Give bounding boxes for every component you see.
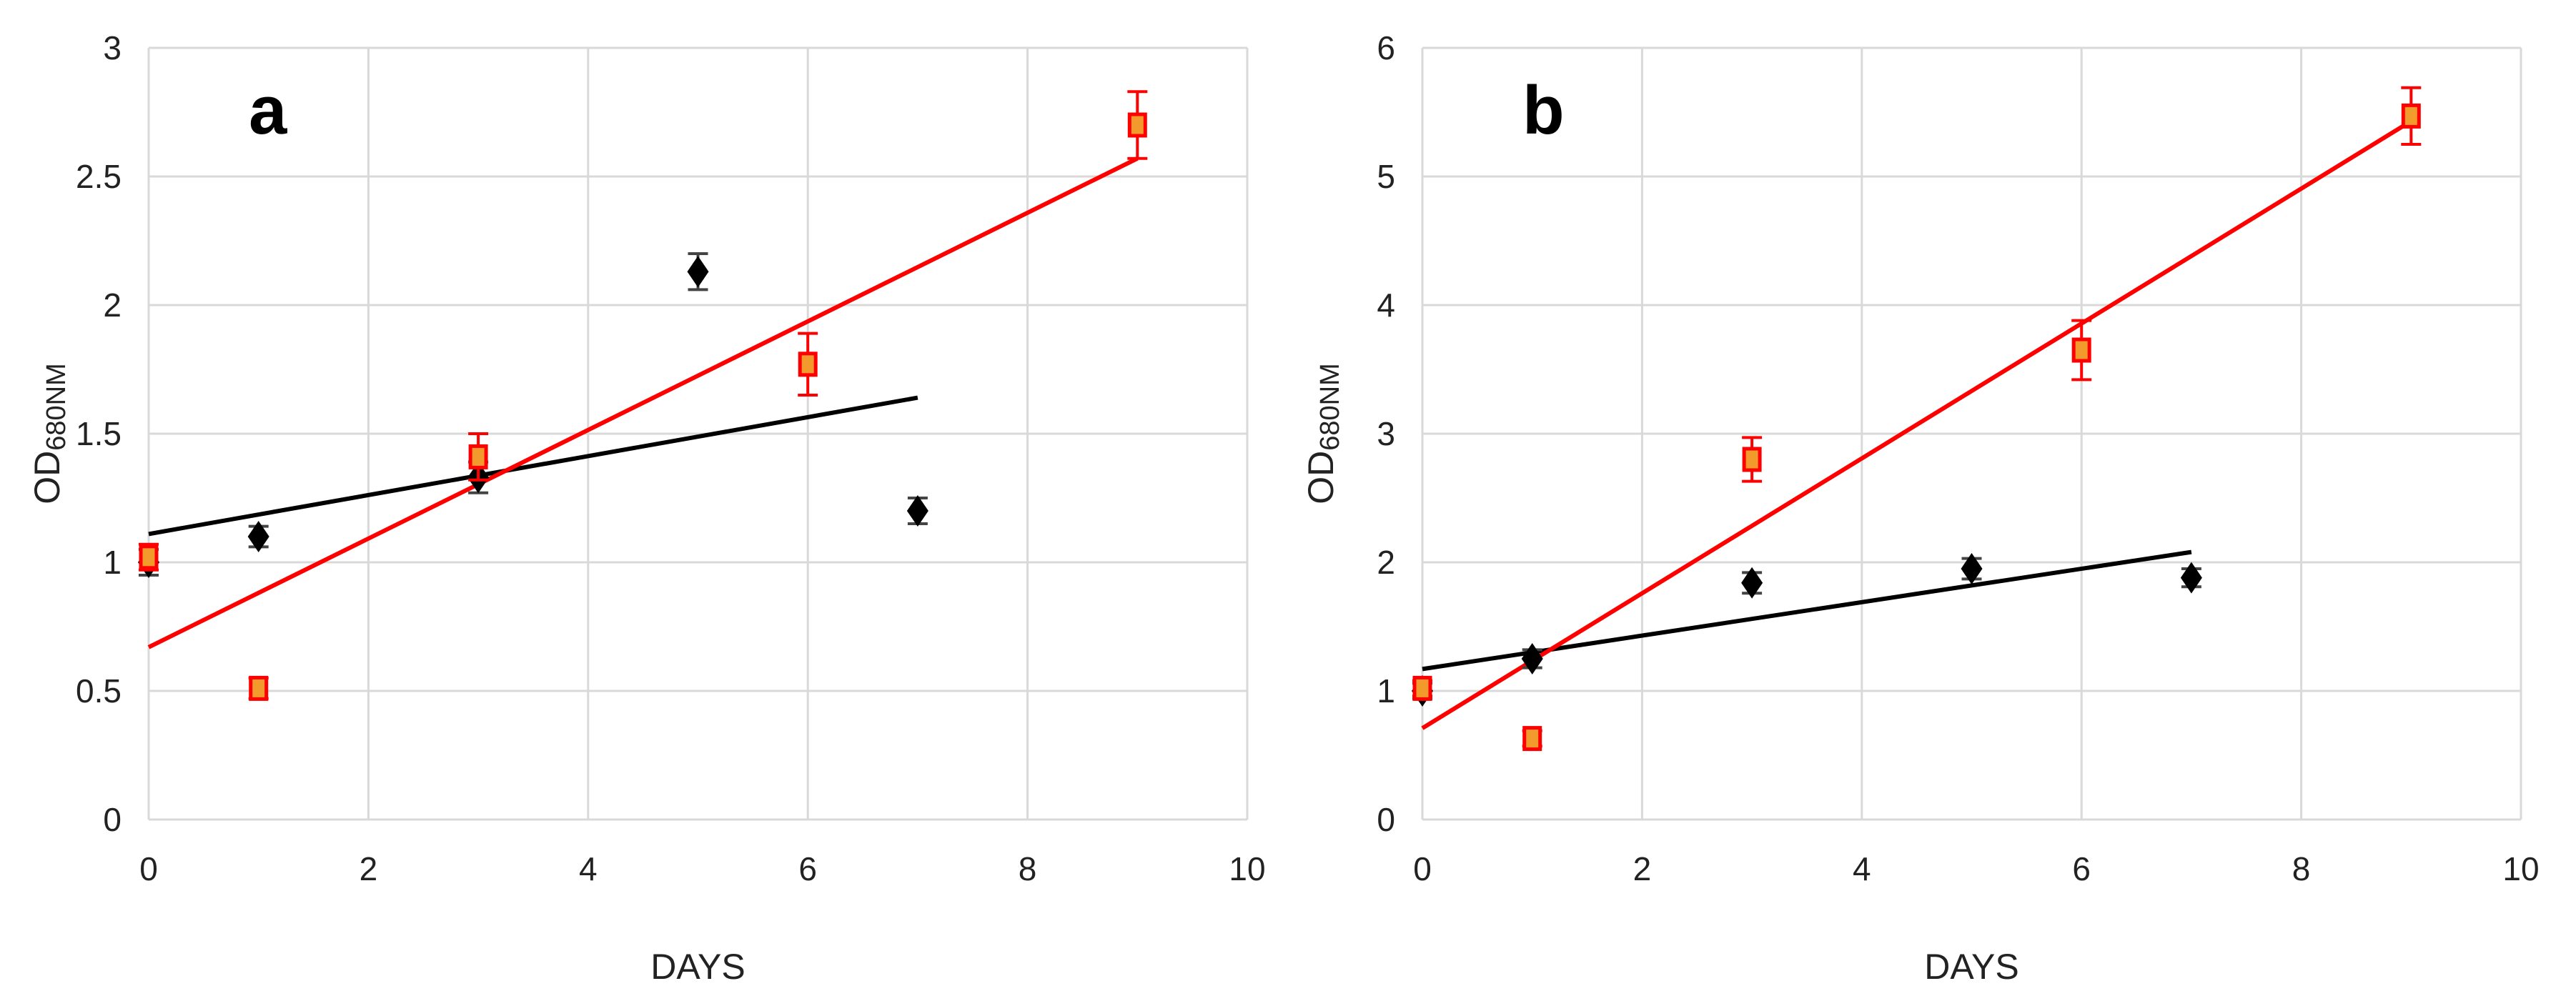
y-tick-label: 1.5 xyxy=(76,415,122,452)
data-point-diamond xyxy=(687,256,709,288)
x-tick-label: 2 xyxy=(1633,850,1652,887)
x-tick-label: 0 xyxy=(139,850,158,887)
x-axis-title: DAYS xyxy=(1924,947,2018,987)
data-point-diamond xyxy=(906,495,928,527)
y-tick-label: 6 xyxy=(1377,29,1395,66)
x-tick-label: 6 xyxy=(798,850,817,887)
data-point-square xyxy=(1127,112,1147,138)
y-axis-title-subscript: 680NM xyxy=(41,363,71,451)
data-point-square xyxy=(1412,675,1432,701)
y-axis-title: OD680NM xyxy=(27,363,71,504)
data-point-square xyxy=(2401,103,2421,129)
chart-panel-b: 0 1 2 3 4 5 6 0 2 4 6 8 10 DAYS OD680NM b xyxy=(1301,29,2540,987)
data-point-diamond xyxy=(2180,562,2202,594)
data-point-diamond xyxy=(1521,643,1543,674)
trendline-square xyxy=(147,156,1139,649)
x-tick-label: 2 xyxy=(360,850,378,887)
data-point-square xyxy=(139,544,159,570)
y-tick-label: 2 xyxy=(1377,544,1395,581)
x-tick-label: 4 xyxy=(1853,850,1871,887)
y-tick-label: 3 xyxy=(103,29,122,66)
data-point-diamond xyxy=(1961,553,1983,584)
x-tick-label: 8 xyxy=(1019,850,1037,887)
x-tick-label: 8 xyxy=(2292,850,2311,887)
y-tick-label: 5 xyxy=(1377,158,1395,195)
data-point-square xyxy=(1742,447,1762,472)
chart-panel-a: 0 0.5 1 1.5 2 2.5 3 0 2 4 6 8 10 DAYS OD680NM a xyxy=(27,29,1266,987)
y-axis-title: OD680NM xyxy=(1301,363,1345,504)
y-tick-label: 4 xyxy=(1377,287,1395,324)
data-point-square xyxy=(1522,726,1542,752)
y-tick-label: 2.5 xyxy=(76,158,122,195)
data-point-square xyxy=(2071,337,2091,363)
panel-label: a xyxy=(249,72,287,149)
trendline-square xyxy=(1421,119,2412,730)
data-point-diamond xyxy=(247,521,269,552)
y-tick-label: 3 xyxy=(1377,415,1395,452)
y-tick-label: 0.5 xyxy=(76,672,122,709)
data-point-square xyxy=(798,352,818,377)
data-point-square xyxy=(468,444,488,469)
x-tick-label: 4 xyxy=(579,850,598,887)
x-tick-label: 10 xyxy=(1229,850,1265,887)
data-point-square xyxy=(249,675,269,701)
y-axis-title-main: OD xyxy=(27,451,67,504)
y-tick-label: 0 xyxy=(1377,801,1395,838)
x-axis-title: DAYS xyxy=(650,947,745,987)
trendline-diamond xyxy=(148,395,918,537)
y-axis-title-main: OD xyxy=(1301,451,1341,504)
y-tick-label: 1 xyxy=(1377,672,1395,709)
y-axis-title-subscript: 680NM xyxy=(1315,363,1345,451)
x-tick-label: 6 xyxy=(2072,850,2091,887)
y-tick-label: 2 xyxy=(103,287,122,324)
panel-label: b xyxy=(1522,72,1565,149)
y-tick-label: 1 xyxy=(103,544,122,581)
x-tick-label: 0 xyxy=(1413,850,1432,887)
y-tick-label: 0 xyxy=(103,801,122,838)
data-point-diamond xyxy=(1741,567,1763,599)
x-tick-label: 10 xyxy=(2502,850,2539,887)
